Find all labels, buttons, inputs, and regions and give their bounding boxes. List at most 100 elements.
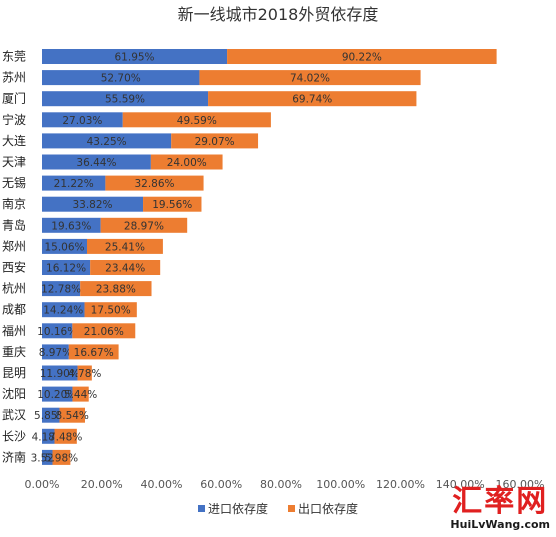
bar-import bbox=[42, 281, 81, 297]
bar-import bbox=[42, 70, 200, 86]
bar-import bbox=[42, 365, 78, 381]
category-label: 济南 bbox=[2, 449, 26, 464]
x-tick-label: 80.00% bbox=[260, 478, 302, 491]
bar-export bbox=[86, 238, 163, 254]
category-label: 武汉 bbox=[2, 408, 26, 422]
x-tick-label: 120.00% bbox=[376, 478, 425, 491]
category-label: 青岛 bbox=[2, 217, 26, 232]
bar-export bbox=[105, 175, 204, 191]
bar-export bbox=[150, 154, 223, 170]
bar-import bbox=[42, 217, 101, 233]
x-tick-label: 40.00% bbox=[141, 478, 183, 491]
category-label: 无锡 bbox=[2, 175, 26, 190]
bar-export bbox=[72, 323, 136, 339]
data-label: 19.56% bbox=[152, 199, 192, 211]
data-label: 5.98% bbox=[45, 452, 78, 464]
data-label: 27.03% bbox=[62, 115, 102, 127]
watermark-logo: 汇率网 bbox=[452, 484, 549, 519]
data-label: 28.97% bbox=[124, 220, 164, 232]
data-label: 32.86% bbox=[134, 178, 174, 190]
data-label: 21.22% bbox=[54, 178, 94, 190]
data-label: 25.41% bbox=[105, 241, 145, 253]
bar-export bbox=[54, 428, 77, 444]
x-tick-label: 20.00% bbox=[81, 478, 123, 491]
category-label: 南京 bbox=[2, 196, 26, 211]
bar-import bbox=[42, 238, 87, 254]
data-label: 61.95% bbox=[115, 52, 155, 64]
bar-import bbox=[42, 344, 69, 360]
data-label: 16.67% bbox=[74, 347, 114, 359]
bar-export bbox=[90, 260, 161, 275]
category-label: 成都 bbox=[2, 303, 26, 317]
category-label: 长沙 bbox=[2, 429, 26, 443]
category-label: 重庆 bbox=[2, 345, 26, 359]
bar-export bbox=[68, 344, 119, 360]
data-label: 21.06% bbox=[84, 326, 124, 338]
bar-import bbox=[42, 196, 144, 212]
category-label: 昆明 bbox=[2, 366, 26, 380]
chart-title: 新一线城市2018外贸依存度 bbox=[178, 5, 379, 24]
bar-import bbox=[42, 449, 53, 465]
data-label: 55.59% bbox=[105, 94, 145, 106]
category-label: 沈阳 bbox=[2, 386, 26, 401]
data-label: 4.78% bbox=[68, 368, 101, 380]
watermark: 汇率网 HuiLvWang.com bbox=[450, 484, 550, 532]
legend-label-export: 出口依存度 bbox=[298, 501, 358, 516]
data-label: 7.48% bbox=[49, 431, 82, 443]
bar-import bbox=[42, 175, 106, 191]
bar-import bbox=[42, 154, 151, 170]
bar-export bbox=[84, 302, 137, 318]
bar-export bbox=[227, 49, 497, 64]
data-label: 5.85% bbox=[34, 410, 67, 422]
category-label: 苏州 bbox=[2, 71, 26, 85]
legend-swatch-export bbox=[288, 505, 295, 512]
x-tick-label: 140.00% bbox=[436, 478, 485, 491]
data-label: 33.82% bbox=[72, 199, 112, 211]
data-label: 5.44% bbox=[64, 389, 97, 401]
bars-group: 61.95% 90.22% 52.70% 74.02% 55.59% 69.74% 27.0… bbox=[31, 49, 497, 465]
data-label: 23.88% bbox=[96, 284, 136, 296]
data-label: 49.59% bbox=[177, 115, 217, 127]
bar-import bbox=[42, 49, 228, 64]
category-label: 大连 bbox=[2, 133, 26, 148]
bar-export bbox=[208, 91, 417, 107]
data-label: 17.50% bbox=[91, 305, 131, 317]
category-label: 福州 bbox=[2, 323, 26, 338]
legend: 进口依存度 出口依存度 bbox=[198, 501, 358, 516]
bar-import bbox=[42, 133, 172, 149]
category-label: 杭州 bbox=[2, 281, 26, 296]
data-label: 43.25% bbox=[87, 136, 127, 148]
category-label: 天津 bbox=[2, 155, 26, 169]
data-label: 8.54% bbox=[56, 410, 89, 422]
bar-export bbox=[171, 133, 259, 149]
data-label: 36.44% bbox=[76, 157, 116, 169]
x-tick-label: 100.00% bbox=[316, 478, 365, 491]
x-tick-label: 160.00% bbox=[496, 478, 545, 491]
bar-export bbox=[59, 407, 85, 423]
category-label: 宁波 bbox=[2, 112, 26, 127]
x-tick-label: 0.00% bbox=[25, 478, 60, 491]
bar-import bbox=[42, 260, 91, 275]
watermark-url: HuiLvWang.com bbox=[450, 518, 550, 531]
bar-export bbox=[80, 281, 152, 297]
bar-export bbox=[122, 112, 271, 128]
data-label: 19.63% bbox=[51, 220, 91, 232]
bar-import bbox=[42, 428, 55, 444]
bar-export bbox=[199, 70, 421, 86]
bar-export bbox=[52, 449, 71, 465]
bar-import bbox=[42, 91, 209, 107]
legend-swatch-import bbox=[198, 505, 205, 512]
bar-import bbox=[42, 302, 85, 318]
data-label: 29.07% bbox=[195, 136, 235, 148]
data-label: 14.24% bbox=[43, 305, 83, 317]
data-label: 23.44% bbox=[105, 263, 145, 275]
data-label: 24.00% bbox=[167, 157, 207, 169]
bar-export bbox=[77, 365, 92, 381]
category-label: 西安 bbox=[2, 260, 26, 275]
data-label: 11.90% bbox=[40, 368, 80, 380]
bar-export bbox=[100, 217, 188, 233]
bar-import bbox=[42, 112, 123, 128]
data-label: 52.70% bbox=[101, 73, 141, 85]
